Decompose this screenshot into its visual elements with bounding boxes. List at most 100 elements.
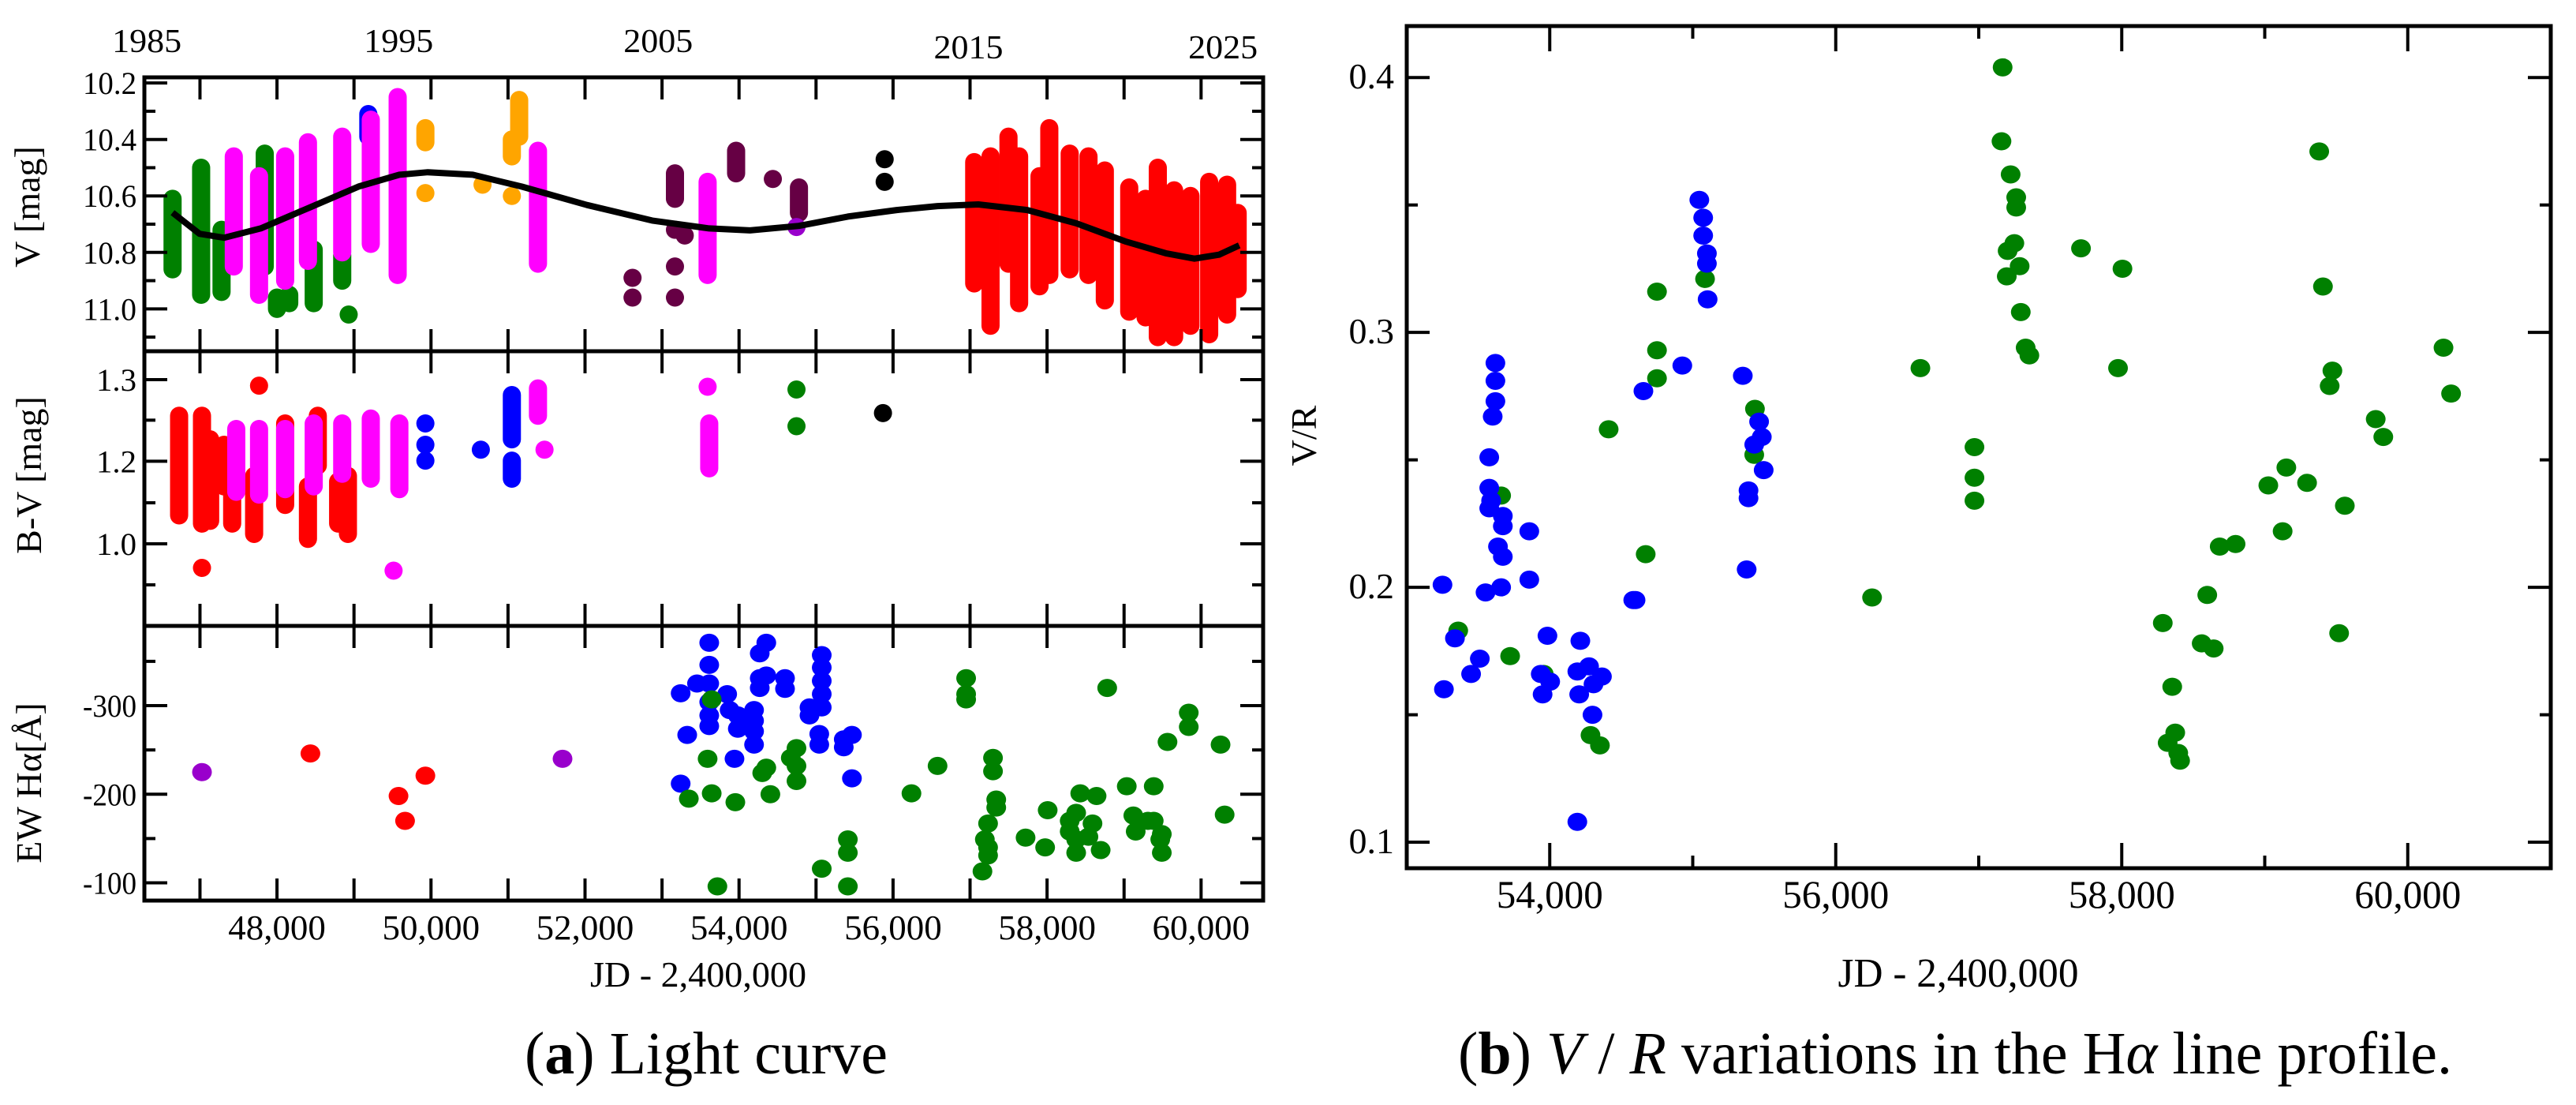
data-point — [1485, 391, 1505, 410]
data-point — [1097, 679, 1117, 698]
y-tick-label: 0.1 — [1349, 821, 1395, 861]
caption-segment: b — [1478, 1021, 1511, 1087]
caption-segment: ) — [1512, 1021, 1546, 1087]
y-tick-label: 0.2 — [1349, 566, 1395, 606]
data-point — [686, 674, 707, 693]
data-point — [812, 684, 832, 703]
data-point — [956, 669, 977, 687]
chart-v-mag: 10.2 10.4 10.6 10.8 11.0 1985 1995 2005 2015 2025… — [7, 24, 1266, 354]
data-point — [1040, 118, 1059, 284]
data-point — [2108, 358, 2129, 377]
data-point — [875, 150, 894, 169]
y-tick-label: -200 — [83, 777, 136, 812]
data-point — [1689, 190, 1710, 209]
data-point — [701, 690, 722, 709]
data-point — [1445, 629, 1465, 648]
data-point — [699, 633, 720, 652]
x-tick-label: 58,000 — [998, 908, 1096, 947]
x-tick-label: 56,000 — [844, 908, 942, 947]
data-point — [2162, 677, 2182, 696]
data-point — [901, 784, 922, 803]
data-point — [665, 257, 684, 276]
data-point — [787, 771, 807, 790]
data-point — [390, 414, 409, 499]
data-point — [503, 451, 522, 489]
series-3 — [679, 669, 1235, 896]
data-point — [192, 762, 212, 781]
data-point — [1179, 703, 1199, 722]
year-label: 2015 — [934, 30, 1004, 66]
data-point — [1461, 665, 1482, 684]
data-point — [416, 184, 435, 203]
data-point — [1179, 717, 1199, 736]
data-point — [978, 814, 998, 833]
plot-frame — [142, 624, 1266, 903]
x-tick-label: 58,000 — [2069, 872, 2175, 916]
y-tick-label: 10.6 — [83, 178, 136, 214]
data-point — [2373, 428, 2394, 447]
data-point — [1540, 672, 1561, 691]
data-point — [790, 178, 809, 223]
data-point — [677, 725, 697, 744]
data-point — [727, 141, 746, 183]
data-point — [1693, 208, 1714, 227]
x-tick-label: 52,000 — [537, 908, 634, 947]
caption-a: (a) Light curve — [525, 1021, 888, 1087]
data-point — [1116, 777, 1137, 796]
data-point — [1035, 838, 1056, 857]
data-point — [249, 376, 268, 395]
data-point — [725, 792, 746, 811]
data-point — [1475, 583, 1496, 602]
data-point — [2197, 586, 2218, 605]
year-label: 2025 — [1188, 30, 1258, 66]
data-point — [972, 862, 993, 881]
y-tick-label: 10.4 — [83, 122, 136, 158]
data-point — [1015, 828, 1036, 847]
data-point — [697, 749, 718, 768]
x-tick-label: 56,000 — [1782, 872, 1889, 916]
data-point — [1432, 575, 1453, 594]
data-point — [1070, 784, 1090, 803]
series-6 — [875, 150, 894, 191]
data-point — [744, 722, 765, 741]
data-point — [249, 167, 268, 304]
data-point — [2272, 522, 2293, 541]
data-point — [986, 798, 1007, 817]
data-point — [1965, 438, 1985, 456]
data-point — [298, 133, 317, 271]
data-point — [2019, 346, 2039, 365]
data-point — [700, 414, 719, 478]
data-point — [1228, 204, 1247, 298]
y-tick-label: -300 — [83, 688, 136, 724]
data-point — [675, 226, 694, 245]
data-point — [1647, 369, 1667, 388]
data-point — [699, 717, 720, 736]
data-point — [2226, 534, 2246, 553]
data-point — [671, 774, 691, 793]
ticks — [144, 351, 1263, 626]
data-point — [1998, 242, 2018, 260]
data-point — [838, 843, 858, 862]
data-point — [2000, 165, 2021, 184]
data-point — [1910, 358, 1931, 377]
series-3 — [787, 380, 806, 436]
chart-ew-halpha: -300 -200 -100 48,000 50,000 52,000 54,000 56,0… — [9, 624, 1266, 994]
data-point — [873, 403, 892, 422]
data-point — [665, 288, 684, 307]
data-point — [2322, 361, 2342, 380]
y-tick-label: 0.3 — [1349, 311, 1395, 351]
data-point — [1590, 736, 1610, 755]
data-point — [1500, 646, 1520, 665]
data-point — [956, 690, 977, 709]
data-point — [338, 466, 357, 544]
data-point — [552, 749, 573, 768]
data-point — [1997, 267, 2017, 286]
data-point — [1157, 732, 1178, 751]
data-point — [275, 419, 294, 499]
series-0 — [192, 749, 573, 781]
chart-v-over-r: 0.1 0.2 0.3 0.4 54,000 56,000 58,000 60,000 V/R J… — [1284, 24, 2553, 996]
data-point — [280, 285, 299, 313]
data-point — [1485, 372, 1505, 391]
series-0 — [1448, 58, 2462, 770]
data-point — [2276, 458, 2297, 477]
